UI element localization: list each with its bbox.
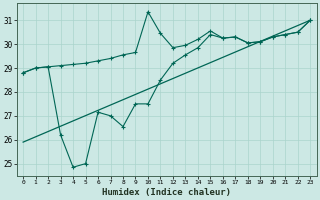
- X-axis label: Humidex (Indice chaleur): Humidex (Indice chaleur): [102, 188, 231, 197]
